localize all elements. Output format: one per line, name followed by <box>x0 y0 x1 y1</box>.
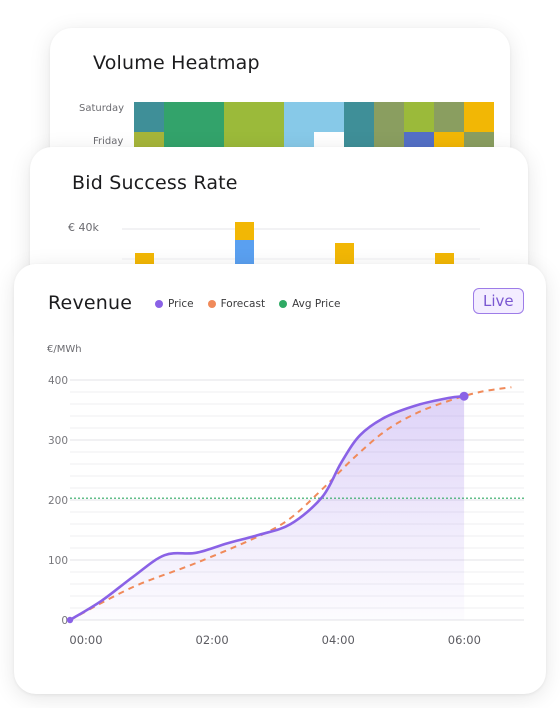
legend-label: Price <box>168 298 194 310</box>
heatmap-row-label: Friday <box>93 136 124 147</box>
y-tick-label: 400 <box>48 375 68 387</box>
legend-item-forecast: Forecast <box>207 298 266 310</box>
heatmap-cell <box>224 102 254 132</box>
x-tick-label: 04:00 <box>322 633 355 647</box>
price-line <box>68 394 466 622</box>
bid-bar <box>235 222 254 240</box>
legend-swatch <box>207 300 216 308</box>
heatmap-cell <box>374 102 404 132</box>
bid-y-tick: € 40k <box>68 221 99 234</box>
x-tick-label: 06:00 <box>448 633 481 647</box>
heatmap-cell <box>434 102 464 132</box>
revenue-card: Revenue Price Forecast Avg Price Live €/… <box>14 264 546 694</box>
y-tick-label: 100 <box>48 555 68 567</box>
heatmap-cell <box>344 102 374 132</box>
legend-swatch <box>155 300 163 308</box>
y-tick-label: 200 <box>48 495 68 507</box>
heatmap-cell <box>464 102 494 132</box>
heatmap-title: Volume Heatmap <box>93 52 260 74</box>
heatmap-cell <box>314 102 344 132</box>
heatmap-cell <box>404 102 434 132</box>
heatmap-row-label: Saturday <box>79 103 125 114</box>
y-tick-label: 0 <box>61 615 68 627</box>
live-button[interactable]: Live <box>473 288 524 314</box>
price-area <box>70 396 465 620</box>
heatmap-cell <box>254 102 284 132</box>
price-start-point <box>66 616 74 624</box>
y-tick-label: 300 <box>48 435 68 447</box>
revenue-chart: 0 100 200 300 400 00:00 02:00 04:00 06:00 <box>48 375 524 647</box>
revenue-title: Revenue <box>48 292 133 314</box>
price-end-point <box>459 391 469 401</box>
heatmap-cell <box>194 102 224 132</box>
legend-label: Avg Price <box>292 298 341 310</box>
x-tick-label: 02:00 <box>196 633 229 647</box>
x-tick-label: 00:00 <box>69 633 102 647</box>
y-axis-unit: €/MWh <box>47 344 82 355</box>
bid-success-title: Bid Success Rate <box>72 172 238 194</box>
heatmap-cell <box>164 102 194 132</box>
heatmap-cell <box>284 102 314 132</box>
legend-label: Forecast <box>220 298 266 310</box>
legend-item-avg-price: Avg Price <box>279 298 340 310</box>
legend-item-price: Price <box>155 298 194 310</box>
legend-swatch <box>279 300 288 308</box>
revenue-legend: Price Forecast Avg Price <box>155 298 340 310</box>
heatmap-cell <box>134 102 164 132</box>
